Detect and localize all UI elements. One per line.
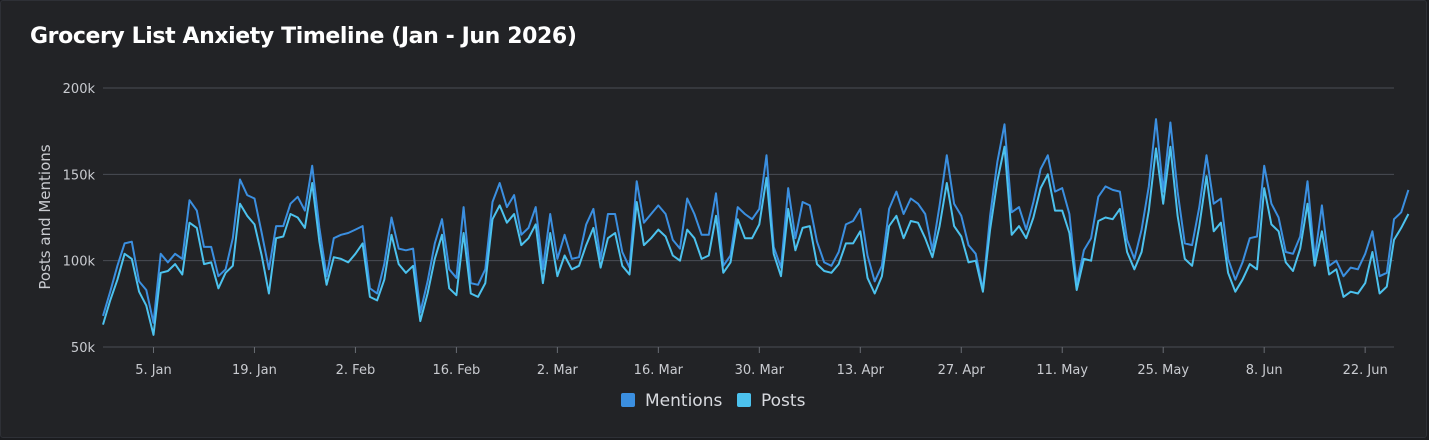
y-tick-label: 100k bbox=[63, 255, 96, 270]
x-tick-label: 19. Jan bbox=[232, 363, 277, 378]
legend-item-mentions[interactable]: Mentions bbox=[621, 391, 722, 411]
x-tick-label: 27. Apr bbox=[938, 363, 986, 378]
x-tick-label: 13. Apr bbox=[837, 363, 885, 378]
legend-label: Posts bbox=[761, 391, 806, 411]
x-tick-label: 22. Jun bbox=[1343, 363, 1388, 378]
x-tick-label: 16. Feb bbox=[432, 363, 480, 378]
series-line-mentions bbox=[102, 118, 1410, 324]
x-tick-label: 5. Jan bbox=[135, 363, 172, 378]
x-tick-label: 25. May bbox=[1137, 363, 1189, 378]
x-tick-label: 8. Jun bbox=[1246, 363, 1283, 378]
legend-label: Mentions bbox=[645, 391, 722, 411]
legend-swatch bbox=[737, 393, 751, 407]
x-tick-label: 2. Feb bbox=[336, 363, 376, 378]
x-tick-label: 16. Mar bbox=[634, 363, 684, 378]
y-tick-label: 50k bbox=[71, 341, 96, 356]
legend-item-posts[interactable]: Posts bbox=[737, 391, 806, 411]
y-tick-label: 150k bbox=[63, 168, 96, 183]
chart-title: Grocery List Anxiety Timeline (Jan - Jun… bbox=[30, 24, 577, 49]
x-tick-label: 30. Mar bbox=[735, 363, 785, 378]
series-line-posts bbox=[102, 145, 1410, 336]
legend-swatch bbox=[621, 393, 635, 407]
y-axis-title: Posts and Mentions bbox=[36, 144, 54, 289]
x-tick-label: 2. Mar bbox=[537, 363, 579, 378]
y-tick-label: 200k bbox=[63, 82, 96, 97]
x-tick-label: 11. May bbox=[1036, 363, 1088, 378]
